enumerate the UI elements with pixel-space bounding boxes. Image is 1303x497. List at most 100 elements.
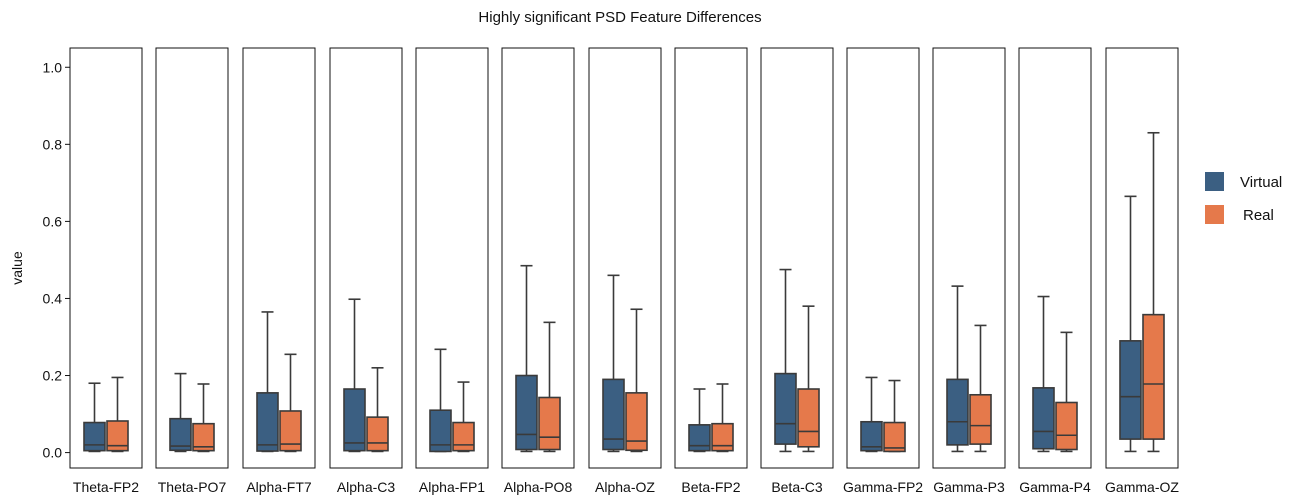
category-label: Beta-FP2 xyxy=(681,479,740,495)
y-tick-label: 0.6 xyxy=(43,213,63,229)
y-tick-label: 0.8 xyxy=(43,136,63,152)
box-virtual xyxy=(256,311,279,453)
panel-frame xyxy=(69,47,143,469)
panel-theta-fp2: Theta-FP2 xyxy=(69,47,143,495)
box-virtual xyxy=(602,274,625,453)
panel-frame xyxy=(242,47,316,469)
iqr-box xyxy=(797,388,820,448)
iqr-box xyxy=(688,424,711,452)
y-tick-label: 0.0 xyxy=(43,445,63,461)
panel-gamma-p3: Gamma-P3 xyxy=(932,47,1006,495)
iqr-box xyxy=(1055,401,1078,451)
box-real xyxy=(279,353,302,453)
box-real xyxy=(711,383,734,453)
legend-item-virtual: Virtual xyxy=(1205,172,1282,191)
box-virtual xyxy=(429,348,452,453)
category-label: Alpha-OZ xyxy=(595,479,655,495)
box-virtual xyxy=(83,382,106,453)
panels: Theta-FP2 Theta-PO7 Alpha-FT7 Alpha-C3 Alpha… xyxy=(69,47,1179,495)
iqr-box xyxy=(774,372,797,445)
iqr-box xyxy=(515,374,538,451)
box-real xyxy=(366,367,389,453)
panel-frame xyxy=(501,47,575,469)
iqr-box xyxy=(429,409,452,453)
box-real xyxy=(883,379,906,453)
panel-frame xyxy=(674,47,748,469)
panel-alpha-oz: Alpha-OZ xyxy=(588,47,662,495)
panel-beta-fp2: Beta-FP2 xyxy=(674,47,748,495)
category-label: Gamma-OZ xyxy=(1105,479,1179,495)
legend: Virtual Real xyxy=(1205,172,1282,224)
box-real xyxy=(969,324,992,453)
iqr-box xyxy=(343,388,366,452)
category-label: Alpha-FT7 xyxy=(246,479,312,495)
box-real xyxy=(106,376,129,453)
category-label: Gamma-P4 xyxy=(1019,479,1091,495)
iqr-box xyxy=(83,421,106,452)
iqr-box xyxy=(106,420,129,452)
iqr-box xyxy=(1142,313,1165,440)
panel-frame xyxy=(932,47,1006,469)
iqr-box xyxy=(538,396,561,451)
category-label: Alpha-C3 xyxy=(337,479,396,495)
panel-alpha-ft7: Alpha-FT7 xyxy=(242,47,316,495)
panel-alpha-c3: Alpha-C3 xyxy=(329,47,403,495)
legend-swatch xyxy=(1205,205,1224,224)
panel-alpha-fp1: Alpha-FP1 xyxy=(415,47,489,495)
box-virtual xyxy=(1032,295,1055,453)
category-label: Alpha-PO8 xyxy=(504,479,573,495)
iqr-box xyxy=(969,393,992,445)
box-virtual xyxy=(515,264,538,453)
category-label: Theta-PO7 xyxy=(158,479,227,495)
panel-gamma-oz: Gamma-OZ xyxy=(1105,47,1179,495)
chart-title: Highly significant PSD Feature Differenc… xyxy=(478,9,761,26)
panel-theta-po7: Theta-PO7 xyxy=(155,47,229,495)
iqr-box xyxy=(602,378,625,451)
box-virtual xyxy=(169,372,192,453)
iqr-box xyxy=(452,421,475,452)
box-real xyxy=(797,305,820,453)
y-tick-label: 0.4 xyxy=(43,290,63,306)
panel-frame xyxy=(1018,47,1092,469)
iqr-box xyxy=(711,422,734,452)
legend-label: Real xyxy=(1243,207,1274,224)
y-tick-label: 0.2 xyxy=(43,368,63,384)
panel-frame xyxy=(846,47,920,469)
box-virtual xyxy=(1119,195,1142,453)
category-label: Theta-FP2 xyxy=(73,479,139,495)
iqr-box xyxy=(946,378,969,446)
y-tick-label: 1.0 xyxy=(43,59,63,75)
box-virtual xyxy=(946,285,969,453)
y-axis-label: value xyxy=(9,251,25,285)
box-real xyxy=(452,381,475,453)
legend-swatch xyxy=(1205,172,1224,191)
iqr-box xyxy=(366,416,389,452)
panel-frame xyxy=(588,47,662,469)
legend-label: Virtual xyxy=(1240,174,1282,191)
category-label: Gamma-FP2 xyxy=(843,479,923,495)
y-axis: 0.0 0.2 0.4 0.6 0.8 1.0 xyxy=(43,59,70,461)
category-label: Beta-C3 xyxy=(771,479,823,495)
panel-gamma-fp2: Gamma-FP2 xyxy=(843,47,923,495)
iqr-box xyxy=(169,417,192,452)
box-real xyxy=(538,321,561,453)
box-real xyxy=(1055,331,1078,453)
box-real xyxy=(1142,131,1165,453)
iqr-box xyxy=(256,392,279,452)
iqr-box xyxy=(1119,340,1142,440)
panel-alpha-po8: Alpha-PO8 xyxy=(501,47,575,495)
iqr-box xyxy=(860,420,883,452)
box-virtual xyxy=(688,388,711,453)
box-virtual xyxy=(343,298,366,453)
panel-frame xyxy=(415,47,489,469)
box-real xyxy=(192,383,215,453)
panel-frame xyxy=(155,47,229,469)
panel-frame xyxy=(760,47,834,469)
iqr-box xyxy=(625,392,648,452)
box-real xyxy=(625,308,648,453)
panel-gamma-p4: Gamma-P4 xyxy=(1018,47,1092,495)
iqr-box xyxy=(883,421,906,453)
panel-frame xyxy=(329,47,403,469)
iqr-box xyxy=(1032,387,1055,450)
